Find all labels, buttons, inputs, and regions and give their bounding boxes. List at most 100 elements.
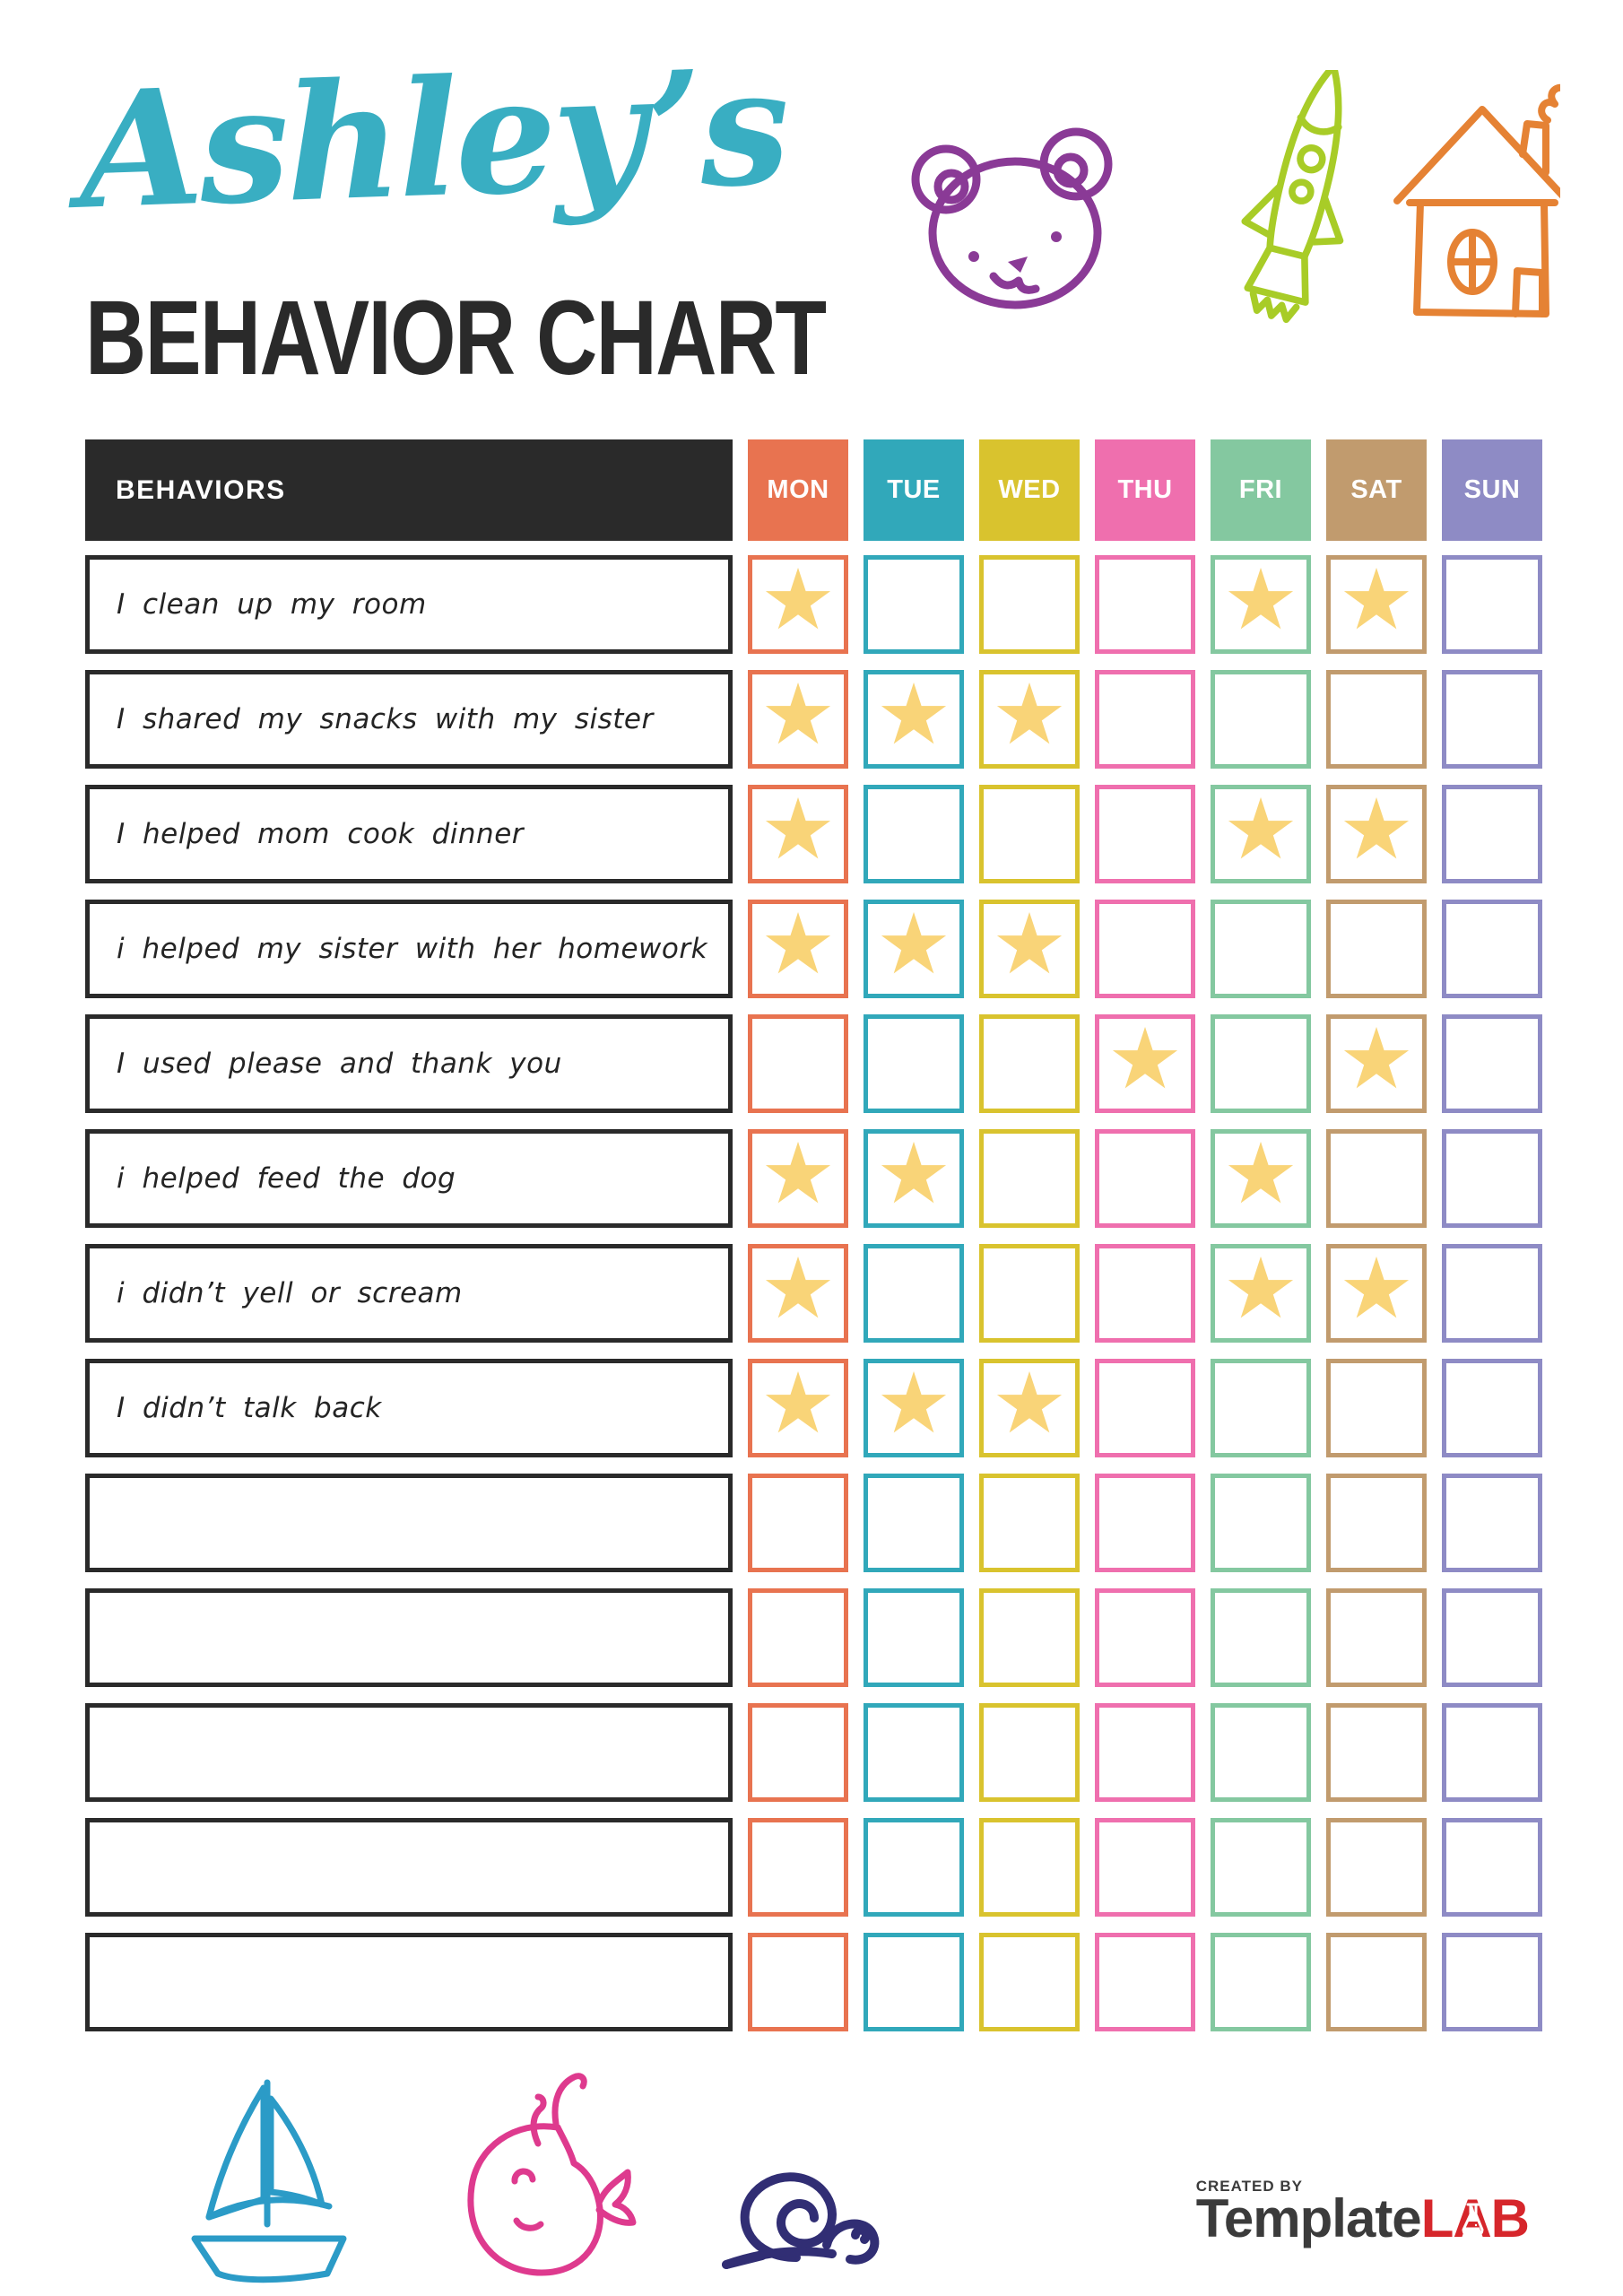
- day-cell-mon: [748, 1703, 848, 1802]
- day-cell-fri: ★: [1211, 785, 1311, 883]
- day-cell-tue: [864, 555, 964, 654]
- day-cell-wed: [979, 1818, 1080, 1917]
- day-cell-sun: [1442, 555, 1542, 654]
- day-cell-mon: [748, 1818, 848, 1917]
- star-icon: ★: [1338, 1011, 1415, 1109]
- logo-wordmark: TemplateLAB: [1196, 2188, 1530, 2248]
- day-cell-fri: [1211, 1588, 1311, 1687]
- day-cell-fri: [1211, 1359, 1311, 1457]
- day-cell-tue: [864, 1014, 964, 1113]
- star-icon: ★: [1338, 781, 1415, 879]
- day-cell-mon: ★: [748, 555, 848, 654]
- behavior-label: I didn’t talk back: [85, 1359, 733, 1457]
- day-cell-wed: ★: [979, 900, 1080, 998]
- day-header-tue: TUE: [864, 439, 964, 541]
- day-cell-sun: [1442, 785, 1542, 883]
- day-cell-wed: ★: [979, 670, 1080, 769]
- star-icon: ★: [759, 1355, 837, 1453]
- behavior-label: [85, 1588, 733, 1687]
- day-cell-sat: [1326, 1703, 1427, 1802]
- day-cell-sat: [1326, 1818, 1427, 1917]
- day-cell-tue: ★: [864, 670, 964, 769]
- day-cell-thu: [1095, 670, 1195, 769]
- day-header-wed: WED: [979, 439, 1080, 541]
- day-cell-wed: [979, 555, 1080, 654]
- rocket-icon: [1241, 70, 1344, 324]
- star-icon: ★: [1222, 1126, 1299, 1223]
- star-icon: ★: [759, 896, 837, 994]
- day-cell-mon: ★: [748, 1129, 848, 1228]
- star-icon: ★: [1107, 1011, 1184, 1109]
- behavior-chart-table: BEHAVIORS MON TUE WED THU FRI SAT SUN I clean …: [85, 439, 1542, 2048]
- day-cell-sun: [1442, 1703, 1542, 1802]
- day-cell-tue: [864, 1703, 964, 1802]
- behavior-row: i helped my sister with her homework ★ ★ ★: [85, 900, 1542, 998]
- behavior-label: i helped feed the dog: [85, 1129, 733, 1228]
- day-cell-fri: [1211, 1818, 1311, 1917]
- day-cell-thu: [1095, 1474, 1195, 1572]
- day-cell-thu: [1095, 1818, 1195, 1917]
- day-cell-wed: [979, 785, 1080, 883]
- flask-icon: [1462, 2203, 1484, 2238]
- star-icon: ★: [1222, 552, 1299, 649]
- behavior-row: I helped mom cook dinner ★ ★ ★: [85, 785, 1542, 883]
- day-cell-mon: ★: [748, 670, 848, 769]
- behavior-row: [85, 1703, 1542, 1802]
- behavior-row: I used please and thank you ★ ★: [85, 1014, 1542, 1113]
- behavior-row: [85, 1933, 1542, 2031]
- house-icon: [1393, 83, 1560, 317]
- day-cell-mon: ★: [748, 900, 848, 998]
- day-cell-mon: [748, 1933, 848, 2031]
- table-header-row: BEHAVIORS MON TUE WED THU FRI SAT SUN: [85, 439, 1542, 541]
- behavior-row: i didn’t yell or scream ★ ★ ★: [85, 1244, 1542, 1343]
- star-icon: ★: [1338, 552, 1415, 649]
- footer-doodles: [191, 2073, 880, 2283]
- behavior-row: I clean up my room ★ ★ ★: [85, 555, 1542, 654]
- day-cell-sat: [1326, 1474, 1427, 1572]
- behavior-label: [85, 1474, 733, 1572]
- day-cell-wed: [979, 1933, 1080, 2031]
- day-cell-mon: ★: [748, 1244, 848, 1343]
- whale-icon: [467, 2073, 637, 2276]
- behavior-label: I shared my snacks with my sister: [85, 670, 733, 769]
- day-cell-sat: ★: [1326, 555, 1427, 654]
- day-cell-mon: [748, 1588, 848, 1687]
- behavior-row: [85, 1588, 1542, 1687]
- day-cell-fri: ★: [1211, 1244, 1311, 1343]
- day-cell-tue: ★: [864, 1129, 964, 1228]
- star-icon: ★: [875, 1355, 952, 1453]
- page-title: BEHAVIOR CHART: [85, 279, 827, 397]
- day-cell-fri: [1211, 1474, 1311, 1572]
- behavior-label: i helped my sister with her homework: [85, 900, 733, 998]
- star-icon: ★: [1222, 781, 1299, 879]
- day-cell-tue: [864, 1818, 964, 1917]
- day-cell-thu: [1095, 1933, 1195, 2031]
- day-cell-thu: [1095, 1703, 1195, 1802]
- behavior-label: [85, 1818, 733, 1917]
- day-cell-tue: ★: [864, 900, 964, 998]
- header-doodles: [911, 70, 1560, 324]
- day-cell-sun: [1442, 670, 1542, 769]
- day-cell-sun: [1442, 1014, 1542, 1113]
- day-cell-sat: ★: [1326, 1014, 1427, 1113]
- day-headers: MON TUE WED THU FRI SAT SUN: [748, 439, 1542, 541]
- star-icon: ★: [991, 666, 1068, 764]
- behavior-label: i didn’t yell or scream: [85, 1244, 733, 1343]
- behavior-row: I shared my snacks with my sister ★ ★ ★: [85, 670, 1542, 769]
- bear-icon: [911, 127, 1113, 309]
- day-cell-wed: [979, 1588, 1080, 1687]
- day-cell-sat: [1326, 1129, 1427, 1228]
- star-icon: ★: [759, 1126, 837, 1223]
- behavior-label: I helped mom cook dinner: [85, 785, 733, 883]
- day-cell-mon: [748, 1474, 848, 1572]
- star-icon: ★: [1338, 1240, 1415, 1338]
- day-cell-sun: [1442, 1129, 1542, 1228]
- day-cell-sat: [1326, 1359, 1427, 1457]
- star-icon: ★: [759, 666, 837, 764]
- day-cell-sun: [1442, 1474, 1542, 1572]
- day-cell-sat: [1326, 1933, 1427, 2031]
- logo-lab-text: LAB: [1420, 2188, 1530, 2248]
- behavior-row: i helped feed the dog ★ ★ ★: [85, 1129, 1542, 1228]
- behavior-row: [85, 1474, 1542, 1572]
